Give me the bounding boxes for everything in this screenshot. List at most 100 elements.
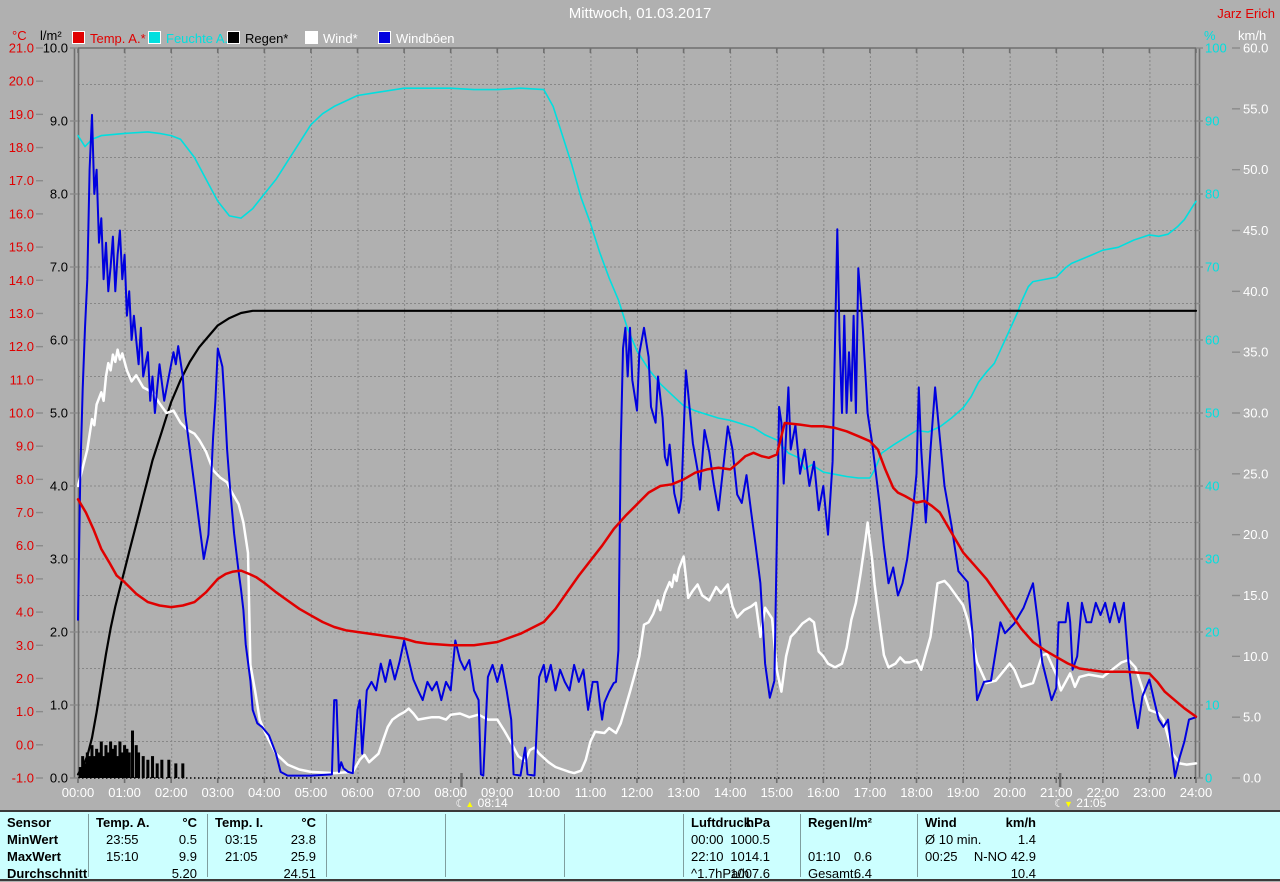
legend-swatch [378, 31, 391, 44]
legend-label: Wind* [323, 31, 358, 46]
svg-text:-1.0: -1.0 [12, 771, 34, 786]
axis-unit-wind: km/h [1238, 28, 1267, 43]
svg-text:17:00: 17:00 [854, 785, 887, 800]
svg-text:6.0: 6.0 [16, 538, 34, 553]
legend-item-0: Temp. A.* [72, 31, 146, 46]
row-label: MinWert [7, 832, 59, 847]
column-header: Temp. A. [96, 815, 150, 830]
svg-text:14.0: 14.0 [9, 273, 34, 288]
svg-text:5.0: 5.0 [50, 406, 68, 421]
rain-axis-ticks: 10.0 9.0 8.0 7.0 6.0 5.0 4.0 3.0 2.0 1.0 0.0 [43, 41, 78, 786]
svg-text:05:00: 05:00 [295, 785, 328, 800]
svg-text:0: 0 [1205, 771, 1212, 786]
svg-text:30: 30 [1205, 552, 1219, 567]
axis-unit-temp: °C [12, 28, 27, 43]
grid [78, 48, 1196, 778]
svg-text:20.0: 20.0 [1243, 527, 1268, 542]
svg-text:10.0: 10.0 [9, 406, 34, 421]
svg-text:16.0: 16.0 [9, 206, 34, 221]
svg-text:19.0: 19.0 [9, 107, 34, 122]
cell-time: ^1.7hPa/h [691, 866, 750, 881]
row-label: MaxWert [7, 849, 61, 864]
cell-value: 24.51 [283, 866, 316, 881]
svg-text:15.0: 15.0 [9, 240, 34, 255]
svg-text:100: 100 [1205, 41, 1227, 56]
column-unit: l/m² [848, 815, 872, 830]
svg-text:6.0: 6.0 [50, 333, 68, 348]
column-header: Wind [925, 815, 957, 830]
legend-label: Regen* [245, 31, 289, 46]
temp-axis-ticks: 21.0 20.0 19.0 18.0 17.0 16.0 15.0 14.0 13.0 12.0… [9, 41, 43, 786]
row-label: Durchschnitt [7, 866, 88, 881]
svg-text:23:00: 23:00 [1133, 785, 1166, 800]
legend-swatch [305, 31, 318, 44]
axis-unit-rain: l/m² [40, 28, 62, 43]
cell-time: 21:05 [225, 849, 258, 864]
svg-text:16:00: 16:00 [807, 785, 840, 800]
svg-text:12:00: 12:00 [621, 785, 654, 800]
time-marker-21-05: ☾▼ 21:05 [1054, 796, 1106, 810]
series-wind [76, 348, 1198, 775]
cell-value: 0.6 [853, 849, 872, 864]
svg-text:40.0: 40.0 [1243, 284, 1268, 299]
chart-svg: 21.0 20.0 19.0 18.0 17.0 16.0 15.0 14.0 13.0 12.0… [9, 41, 1269, 801]
cell-time: Gesamt: [808, 866, 858, 881]
svg-text:5.0: 5.0 [1243, 710, 1261, 725]
table-separator [800, 814, 801, 877]
cell-value: 23.8 [290, 832, 316, 847]
marker-time: 08:14 [477, 796, 508, 810]
svg-text:19:00: 19:00 [947, 785, 980, 800]
rain-rate-bars [78, 730, 185, 778]
svg-text:40: 40 [1205, 479, 1219, 494]
column-unit: °C [182, 815, 197, 830]
svg-text:8.0: 8.0 [16, 472, 34, 487]
svg-text:1.0: 1.0 [16, 704, 34, 719]
legend-swatch [148, 31, 161, 44]
svg-text:2.0: 2.0 [16, 671, 34, 686]
page-title: Mittwoch, 01.03.2017 [568, 5, 712, 22]
station-name: Jarz Erich [1217, 6, 1275, 21]
svg-text:1.0: 1.0 [50, 698, 68, 713]
moon-icon: ☾ [455, 798, 466, 810]
column-header: Luftdruck [691, 815, 751, 830]
svg-text:35.0: 35.0 [1243, 345, 1268, 360]
svg-text:90: 90 [1205, 114, 1219, 129]
svg-text:15.0: 15.0 [1243, 588, 1268, 603]
column-unit: hPa [746, 815, 770, 830]
table-separator [917, 814, 918, 877]
legend-item-4: Windböen [378, 31, 455, 46]
cell-value: 0.5 [178, 832, 197, 847]
cell-value: 25.9 [290, 849, 316, 864]
svg-text:30.0: 30.0 [1243, 406, 1268, 421]
column-header: Regen [808, 815, 848, 830]
svg-text:3.0: 3.0 [50, 552, 68, 567]
svg-text:4.0: 4.0 [16, 605, 34, 620]
cell-time: 23:55 [106, 832, 139, 847]
cell-time: Ø 10 min. [925, 832, 982, 847]
svg-text:20.0: 20.0 [9, 74, 34, 89]
cell-value: 5.20 [171, 866, 197, 881]
svg-text:55.0: 55.0 [1243, 101, 1268, 116]
axis-unit-humidity: % [1204, 28, 1216, 43]
stats-table: Sensor MinWert MaxWert Durchschnitt Temp. A.… [0, 810, 1280, 881]
svg-text:07:00: 07:00 [388, 785, 421, 800]
svg-text:14:00: 14:00 [714, 785, 747, 800]
svg-text:7.0: 7.0 [16, 505, 34, 520]
svg-text:9.0: 9.0 [50, 114, 68, 129]
svg-text:09:00: 09:00 [481, 785, 514, 800]
svg-text:13.0: 13.0 [9, 306, 34, 321]
table-separator [445, 814, 446, 877]
svg-text:50: 50 [1205, 406, 1219, 421]
svg-text:01:00: 01:00 [108, 785, 141, 800]
svg-text:0.0: 0.0 [1243, 771, 1261, 786]
svg-text:8.0: 8.0 [50, 187, 68, 202]
cell-value: 9.9 [178, 849, 197, 864]
svg-text:25.0: 25.0 [1243, 466, 1268, 481]
svg-text:10:00: 10:00 [528, 785, 561, 800]
svg-text:02:00: 02:00 [155, 785, 188, 800]
svg-text:0.0: 0.0 [16, 737, 34, 752]
table-separator [207, 814, 208, 877]
wind-axis-ticks: 60.0 55.0 50.0 45.0 40.0 35.0 30.0 25.0 20.0 15.0… [1232, 41, 1268, 786]
legend-item-2: Regen* [227, 31, 289, 46]
table-separator [88, 814, 89, 877]
